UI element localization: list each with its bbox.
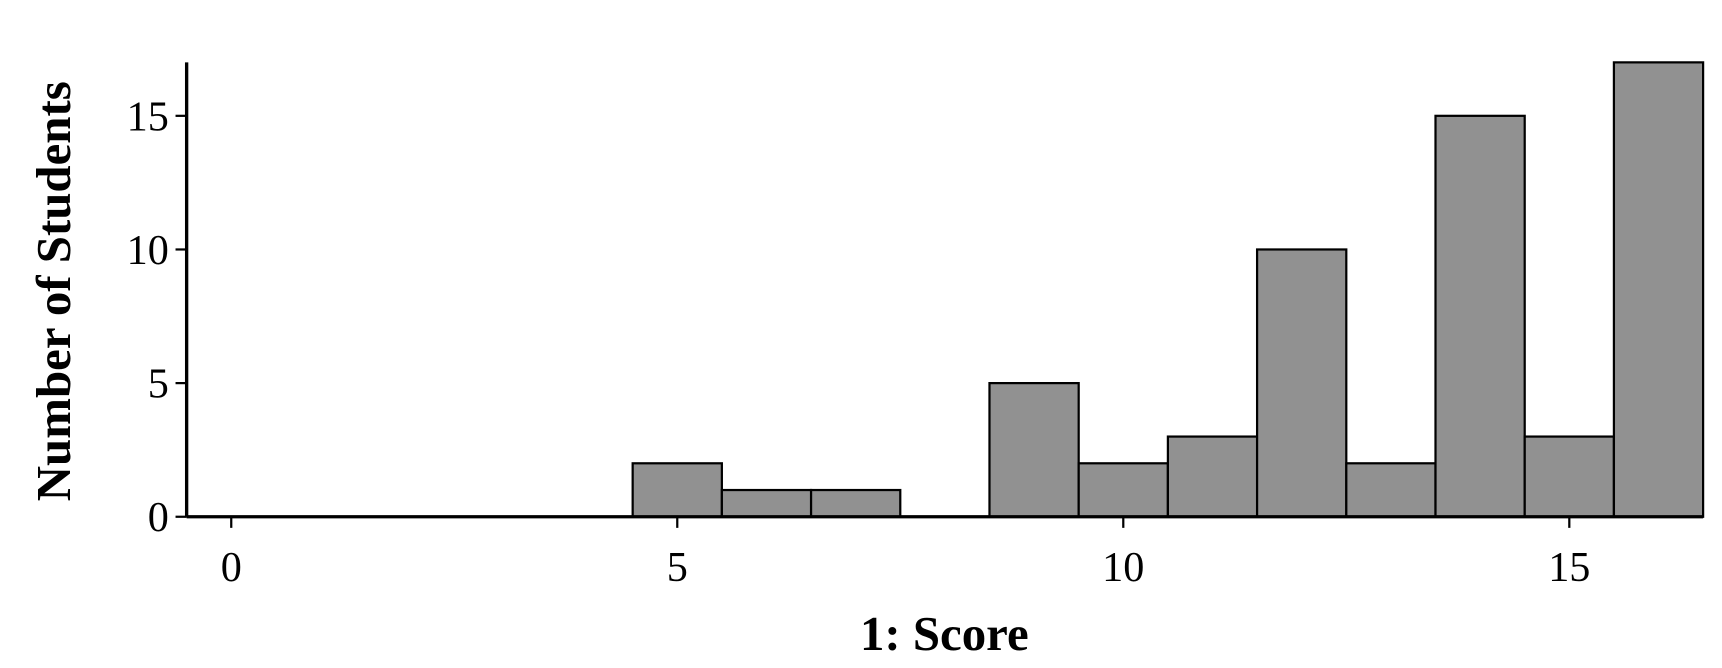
bar <box>631 462 723 518</box>
bar <box>1255 248 1348 518</box>
y-axis-label: Number of Students <box>26 81 81 501</box>
bar <box>1612 61 1705 518</box>
bar <box>1077 462 1169 518</box>
y-tick-label: 5 <box>148 361 169 408</box>
x-axis-label: 1: Score <box>860 606 1029 661</box>
x-tick-label: 0 <box>221 544 242 591</box>
y-tick-label: 10 <box>127 227 169 274</box>
x-tick-label: 15 <box>1548 544 1590 591</box>
bar <box>809 488 902 518</box>
bar <box>1434 114 1526 518</box>
bar <box>1523 435 1616 518</box>
x-tick-label: 10 <box>1102 544 1144 591</box>
bar <box>1345 462 1437 518</box>
y-tick-label: 0 <box>148 494 169 541</box>
y-tick-label: 15 <box>127 93 169 140</box>
bar <box>720 488 813 518</box>
bar <box>1166 435 1259 518</box>
bar <box>988 382 1080 518</box>
x-tick-label: 5 <box>667 544 688 591</box>
